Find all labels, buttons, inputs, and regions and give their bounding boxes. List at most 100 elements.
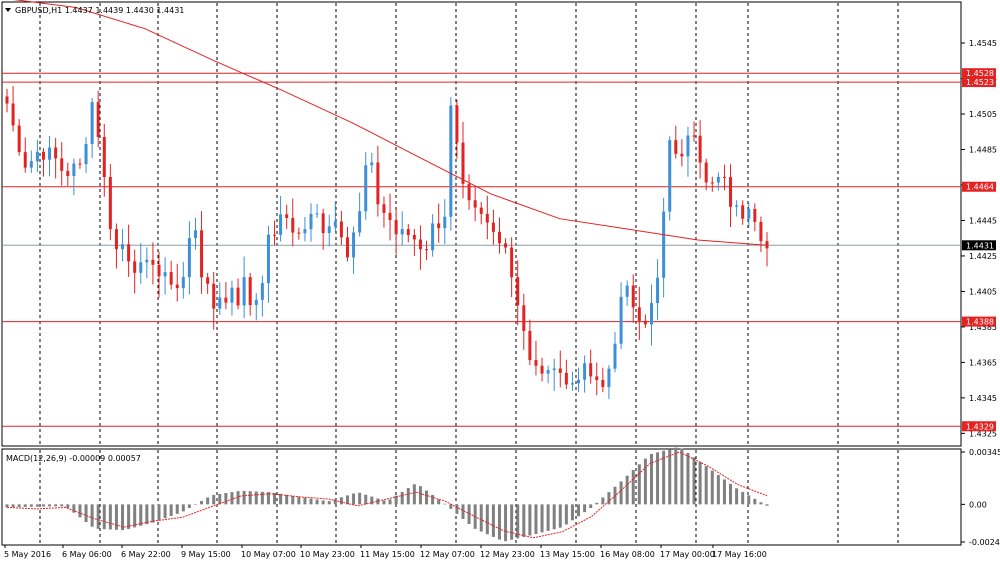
macd-bar — [686, 452, 690, 505]
candle-body — [741, 205, 745, 219]
candle-body — [516, 277, 520, 306]
level-price-tag: 1.4464 — [966, 183, 994, 192]
candle-body — [504, 243, 508, 248]
macd-bar — [90, 504, 94, 527]
candle-body — [72, 163, 76, 177]
macd-bar — [163, 504, 167, 519]
candle-body — [90, 102, 94, 145]
candle-body — [577, 379, 581, 384]
candle-body — [181, 277, 185, 289]
current-price-tag: 1.4431 — [966, 241, 994, 250]
candle-body — [491, 222, 495, 232]
candle-body — [570, 383, 574, 385]
candle-body — [406, 229, 410, 235]
candle-body — [729, 177, 733, 207]
candle-body — [747, 208, 751, 219]
macd-bar — [680, 448, 684, 505]
macd-bar — [370, 496, 374, 505]
candle-body — [321, 213, 325, 234]
level-price-tag: 1.4388 — [966, 318, 994, 327]
macd-bar — [662, 450, 666, 505]
candle-body — [133, 261, 137, 273]
macd-bar — [710, 470, 714, 505]
candle-body — [333, 221, 337, 227]
macd-bar — [60, 504, 64, 507]
candle-body — [716, 176, 720, 183]
macd-signal-line — [6, 451, 768, 539]
macd-bar — [619, 481, 623, 505]
macd-bar — [400, 491, 404, 505]
macd-bar — [637, 464, 641, 505]
macd-bar — [649, 453, 653, 505]
candle-body — [607, 368, 611, 387]
price-tick-label: 1.4385 — [969, 323, 997, 332]
macd-bar — [765, 504, 769, 506]
candle-body — [78, 163, 82, 165]
moving-average-line — [13, 0, 768, 246]
macd-bar — [516, 504, 520, 539]
candle-body — [710, 182, 714, 184]
macd-bar — [279, 493, 283, 505]
candle-body — [400, 229, 404, 235]
macd-bar — [759, 502, 763, 505]
candle-body — [558, 368, 562, 373]
candle-body — [449, 105, 453, 217]
macd-bar — [84, 504, 88, 522]
macd-bar — [175, 504, 179, 514]
horizontal-levels[interactable] — [2, 72, 961, 427]
macd-bar — [285, 494, 289, 505]
candle-body — [625, 285, 629, 297]
price-tick-label: 1.4445 — [969, 216, 997, 225]
dropdown-triangle-icon[interactable] — [5, 8, 11, 12]
candle-body — [273, 234, 277, 236]
level-price-tag-bg — [962, 68, 996, 79]
macd-bar — [376, 498, 380, 505]
candle-body — [418, 239, 422, 250]
macd-bar — [643, 458, 647, 505]
macd-bar — [345, 495, 349, 505]
macd-bar — [467, 504, 471, 524]
candle-body — [601, 379, 605, 387]
price-tick-label: 1.4505 — [969, 110, 997, 119]
macd-bar — [102, 504, 106, 530]
candle-body — [163, 272, 167, 277]
macd-bar — [157, 504, 161, 521]
macd-bar — [479, 504, 483, 532]
macd-bar — [358, 492, 362, 505]
macd-bar — [722, 479, 726, 505]
candlesticks[interactable] — [5, 85, 769, 400]
candle-body — [564, 372, 568, 385]
macd-bar — [449, 504, 453, 509]
level-price-tag: 1.4523 — [966, 78, 994, 87]
candle-body — [485, 213, 489, 223]
candle-body — [327, 226, 331, 234]
candle-body — [643, 320, 647, 325]
macd-bar — [412, 484, 416, 505]
macd-bar — [315, 499, 319, 505]
macd-bar — [254, 491, 258, 505]
time-axis-labels: 5 May 2016 6 May 06:00 6 May 22:00 9 May 15… — [4, 545, 767, 559]
candle-body — [206, 277, 210, 284]
candle-body — [674, 140, 678, 154]
time-label: 16 May 08:00 — [600, 550, 655, 559]
candle-body — [455, 105, 459, 143]
macd-bar — [17, 504, 21, 508]
candle-body — [376, 162, 380, 205]
macd-bar — [491, 504, 495, 537]
macd-bar — [522, 504, 526, 537]
macd-bar — [291, 495, 295, 505]
candle-body — [467, 183, 471, 201]
candle-body — [370, 162, 374, 166]
candle-body — [127, 244, 131, 262]
time-label: 10 May 07:00 — [241, 550, 296, 559]
macd-bar — [589, 504, 593, 509]
macd-bar — [78, 504, 82, 518]
candle-body — [722, 176, 726, 178]
candle-body — [285, 214, 289, 219]
macd-bar — [224, 493, 228, 505]
macd-bar — [534, 504, 538, 534]
candle-body — [157, 264, 161, 277]
macd-bar — [601, 497, 605, 505]
candle-body — [17, 125, 21, 153]
